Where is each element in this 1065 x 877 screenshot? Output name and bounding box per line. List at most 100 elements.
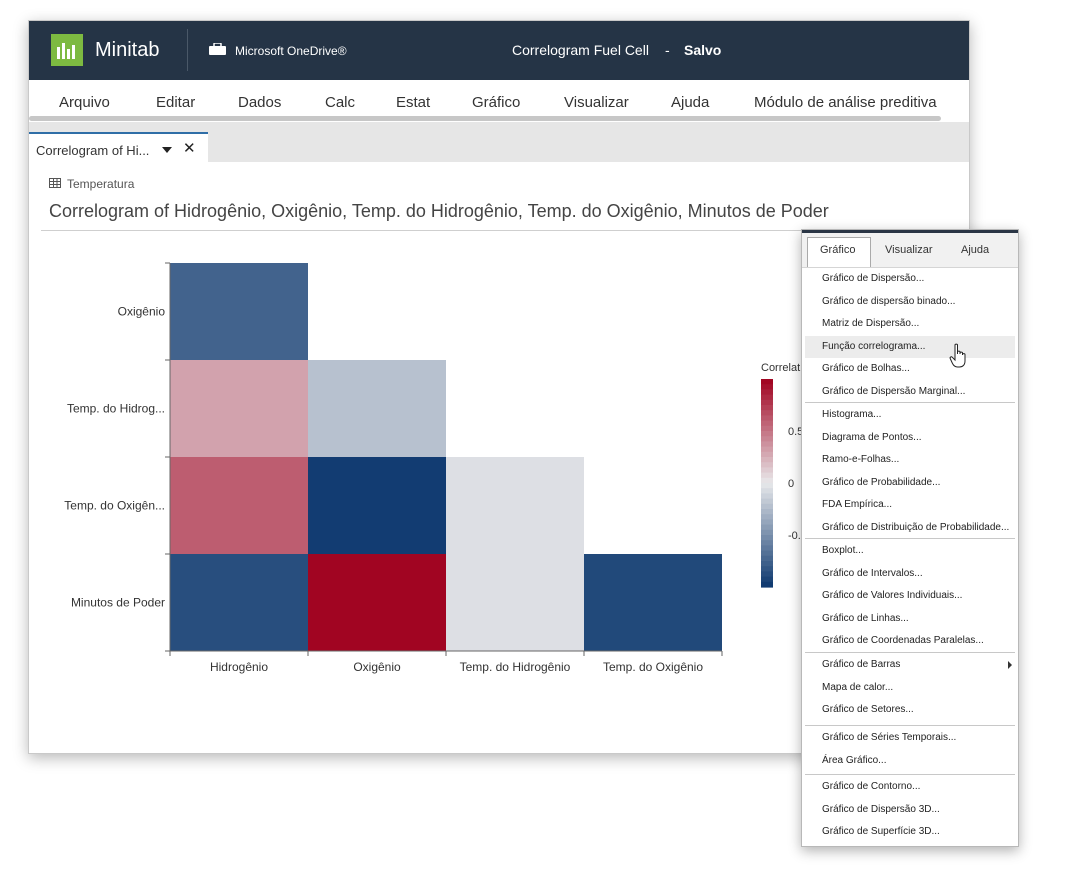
legend-gradient-band [761, 384, 773, 390]
legend-gradient-band [761, 462, 773, 468]
dropdown-tab-active-frame [807, 237, 871, 267]
legend-gradient-band [761, 566, 773, 572]
menu-item-grafico-de-barras[interactable]: Gráfico de Barras [805, 654, 1015, 676]
heatmap-cell [446, 457, 584, 554]
menu-arquivo[interactable]: Arquivo [59, 94, 110, 111]
legend-gradient-band [761, 498, 773, 505]
onedrive-label[interactable]: Microsoft OneDrive® [235, 44, 347, 58]
worksheet-label: Temperatura [67, 177, 135, 191]
dropdown-tab-grafico[interactable]: Gráfico [820, 244, 856, 256]
menu-modulo-analise[interactable]: Módulo de análise preditiva [754, 94, 937, 111]
menu-item-label: Área Gráfico... [822, 754, 887, 766]
menu-item-label: Gráfico de Linhas... [822, 612, 909, 624]
y-tick-label: Temp. do Hidrog... [67, 402, 165, 416]
menu-separator [805, 538, 1015, 539]
menu-grafico[interactable]: Gráfico [472, 94, 521, 111]
legend-gradient-band [761, 555, 773, 562]
menu-item-label: Gráfico de Contorno... [822, 781, 921, 792]
menu-item-funcao-correlograma[interactable]: Função correlograma... [805, 335, 1015, 358]
heatmap-cell [170, 263, 308, 360]
menu-item-grafico-de-dispersao-3d[interactable]: Gráfico de Dispersão 3D... [805, 799, 1015, 821]
legend-gradient-band [761, 529, 773, 536]
grafico-dropdown-menu: Gráfico Visualizar Ajuda Gráfico de Disp… [801, 229, 1019, 847]
menu-item-label: Gráfico de Intervalos... [822, 567, 923, 579]
submenu-arrow-icon [1008, 661, 1012, 669]
chevron-down-icon[interactable] [162, 147, 172, 153]
x-tick-label: Hidrogênio [210, 660, 268, 674]
menu-visualizar[interactable]: Visualizar [564, 94, 629, 111]
dropdown-tab-visualizar[interactable]: Visualizar [885, 244, 933, 256]
close-icon[interactable]: ✕ [183, 140, 196, 157]
menu-item-histograma[interactable]: Histograma... [805, 404, 1015, 426]
menu-item-mapa-de-calor[interactable]: Mapa de calor... [805, 677, 1015, 699]
heatmap-cell [170, 457, 308, 554]
tab-correlogram[interactable]: Correlogram of Hi... ✕ [29, 132, 208, 164]
legend-gradient-band [761, 410, 773, 416]
menu-item-diagrama-de-pontos[interactable]: Diagrama de Pontos... [805, 427, 1015, 449]
menu-item-label: Histograma... [822, 409, 882, 420]
legend-tick-label: 0 [788, 478, 794, 490]
legend-gradient-band [761, 467, 773, 474]
menu-item-label: Gráfico de Séries Temporais... [822, 732, 957, 743]
menu-item-grafico-de-intervalos[interactable]: Gráfico de Intervalos... [805, 563, 1015, 585]
legend-gradient-band [761, 488, 773, 494]
menu-ajuda[interactable]: Ajuda [671, 94, 710, 111]
worksheet-grid-icon [49, 178, 61, 188]
menu-item-label: Diagrama de Pontos... [822, 431, 922, 443]
legend-gradient-band [761, 379, 773, 385]
menu-item-grafico-de-contorno[interactable]: Gráfico de Contorno... [805, 776, 1015, 798]
menu-scrollbar[interactable] [29, 116, 941, 121]
menu-item-grafico-de-dispersao-marginal[interactable]: Gráfico de Dispersão Marginal... [805, 381, 1015, 403]
menu-item-label: FDA Empírica... [822, 499, 893, 510]
document-title: Correlogram Fuel Cell [512, 42, 649, 58]
dropdown-tab-ajuda[interactable]: Ajuda [961, 244, 990, 256]
menu-item-grafico-de-probabilidade[interactable]: Gráfico de Probabilidade... [805, 472, 1015, 494]
dropdown-tab-header: Gráfico Visualizar Ajuda [802, 233, 1018, 268]
legend-gradient-band [761, 431, 773, 437]
menu-item-fda-empirica[interactable]: FDA Empírica... [805, 494, 1015, 516]
legend-gradient-band [761, 535, 773, 541]
menu-item-label: Gráfico de Distribuição de Probabilidade… [822, 521, 1010, 533]
legend-gradient-band [761, 441, 773, 448]
x-tick-label: Oxigênio [353, 660, 401, 674]
menu-item-label: Ramo-e-Folhas... [822, 454, 900, 465]
legend-gradient-band [761, 446, 773, 453]
menu-item-label: Função correlograma... [822, 340, 926, 352]
legend-gradient-band [761, 405, 773, 411]
menu-item-label: Matriz de Dispersão... [822, 318, 920, 329]
menu-separator [805, 402, 1015, 403]
app-name: Minitab [95, 39, 160, 61]
menu-item-grafico-de-setores[interactable]: Gráfico de Setores... [805, 699, 1015, 721]
menu-item-label: Gráfico de dispersão binado... [822, 295, 956, 307]
menu-calc[interactable]: Calc [325, 94, 356, 111]
menu-item-label: Gráfico de Probabilidade... [822, 476, 941, 488]
legend-gradient-band [761, 540, 773, 546]
legend-gradient-band [761, 576, 773, 583]
menu-item-grafico-de-series-temporais[interactable]: Gráfico de Séries Temporais... [805, 727, 1015, 749]
correlogram-chart: Oxigênio Temp. do Hidrog... Temp. do Oxigê… [64, 262, 803, 674]
menu-item-grafico-de-bolhas[interactable]: Gráfico de Bolhas... [805, 358, 1015, 380]
menu-item-grafico-de-coordenadas-paralelas[interactable]: Gráfico de Coordenadas Paralelas... [805, 630, 1015, 652]
legend-gradient-band [761, 561, 773, 567]
menu-item-grafico-de-valores-individuais[interactable]: Gráfico de Valores Individuais... [805, 585, 1015, 607]
menu-dados[interactable]: Dados [238, 94, 282, 111]
menu-item-grafico-de-superficie-3d[interactable]: Gráfico de Superfície 3D... [805, 821, 1015, 843]
menu-item-label: Gráfico de Bolhas... [822, 363, 910, 374]
menu-editar[interactable]: Editar [156, 94, 196, 111]
menu-item-grafico-de-dispersao[interactable]: Gráfico de Dispersão... [805, 268, 1015, 290]
menu-item-grafico-de-linhas[interactable]: Gráfico de Linhas... [805, 608, 1015, 630]
menu-item-grafico-de-dispersao-binado[interactable]: Gráfico de dispersão binado... [805, 291, 1015, 313]
legend-gradient-band [761, 571, 773, 578]
legend-gradient-band [761, 514, 773, 520]
heatmap-cell [584, 554, 722, 651]
menu-item-area-grafico[interactable]: Área Gráfico... [805, 750, 1015, 772]
menu-item-grafico-de-distribuicao-de-probabilidade[interactable]: Gráfico de Distribuição de Probabilidade… [805, 517, 1015, 539]
menu-item-label: Gráfico de Barras [822, 659, 901, 670]
menu-item-matriz-de-dispersao[interactable]: Matriz de Dispersão... [805, 313, 1015, 335]
menu-item-boxplot[interactable]: Boxplot... [805, 540, 1015, 562]
hand-cursor-icon [949, 343, 966, 368]
menu-estat[interactable]: Estat [396, 94, 431, 111]
menu-separator [805, 652, 1015, 653]
menu-item-ramo-e-folhas[interactable]: Ramo-e-Folhas... [805, 449, 1015, 471]
heatmap-cell [308, 457, 446, 554]
